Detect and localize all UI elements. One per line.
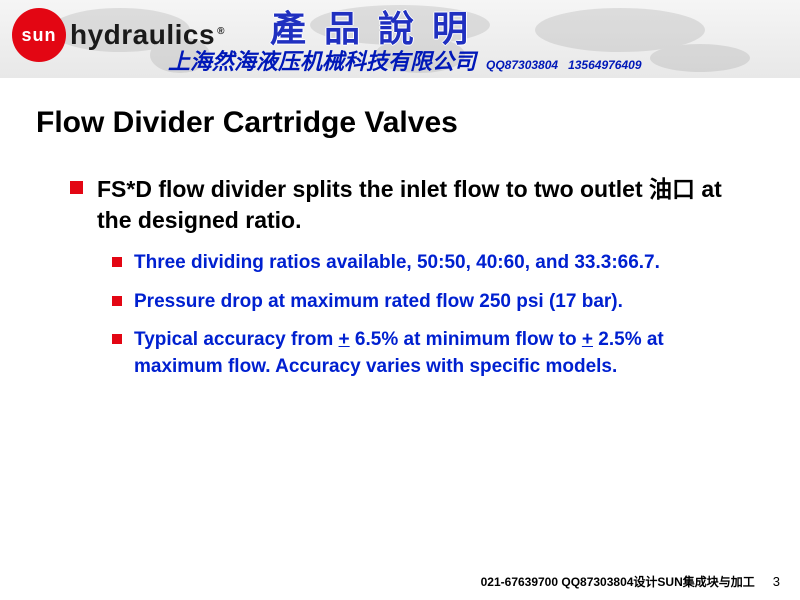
slide-content: FS*D flow divider splits the inlet flow … [70,174,730,392]
sub3-mid1: 6.5% at minimum flow to [350,329,582,350]
bullet-level1: FS*D flow divider splits the inlet flow … [70,174,730,236]
subbullet-marker [112,296,122,306]
slide-header: sun hydraulics® 產品說明 上海然海液压机械科技有限公司 QQ87… [0,0,800,78]
subbullet-item: Three dividing ratios available, 50:50, … [112,250,730,277]
subbullet-list: Three dividing ratios available, 50:50, … [112,250,730,380]
footer-contact: 021-67639700 QQ87303804设计SUN集成块与加工 [481,573,755,590]
sub3-prefix: Typical accuracy from [134,329,339,350]
subbullet-text: Three dividing ratios available, 50:50, … [134,250,660,277]
subbullet-text: Typical accuracy from + 6.5% at minimum … [134,327,730,380]
bullet1-text: FS*D flow divider splits the inlet flow … [97,174,730,236]
registered-mark: ® [217,26,225,37]
slide-footer: 021-67639700 QQ87303804设计SUN集成块与加工 3 [481,573,780,590]
contact-qq: QQ87303804 [486,58,558,72]
subbullet-marker [112,257,122,267]
slide-title: Flow Divider Cartridge Valves [36,106,458,140]
subbullet-text: Pressure drop at maximum rated flow 250 … [134,289,623,316]
company-info-line: 上海然海液压机械科技有限公司 QQ87303804 13564976409 [168,44,642,76]
bullet1-marker [70,181,83,194]
subbullet-marker [112,334,122,344]
plus-minus-1: + [339,329,350,350]
page-number: 3 [773,574,780,589]
subbullet-item: Pressure drop at maximum rated flow 250 … [112,289,730,316]
subbullet-item: Typical accuracy from + 6.5% at minimum … [112,327,730,380]
sun-logo-circle: sun [12,8,66,62]
company-name: 上海然海液压机械科技有限公司 [168,44,476,76]
plus-minus-2: + [582,329,593,350]
contact-phone: 13564976409 [568,58,641,72]
